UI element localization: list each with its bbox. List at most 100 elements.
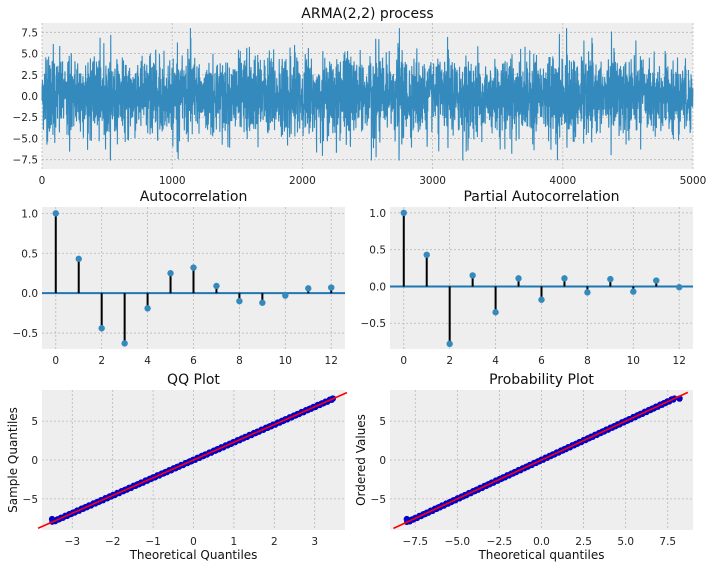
acf-xtick-label: 10 bbox=[279, 355, 292, 367]
prob-ylabel: Ordered Values bbox=[354, 414, 368, 506]
pacf-stem-marker bbox=[630, 288, 637, 295]
pacf-stem-marker bbox=[515, 275, 522, 282]
arma-xtick-label: 1000 bbox=[159, 175, 186, 187]
arma-series-line bbox=[41, 28, 694, 161]
prob-title: Probability Plot bbox=[489, 372, 594, 388]
pacf-xtick-label: 10 bbox=[627, 355, 640, 367]
arma-ytick-label: 0.0 bbox=[21, 91, 38, 103]
acf-xtick-label: 0 bbox=[52, 355, 59, 367]
arma-xtick-label: 2000 bbox=[289, 175, 316, 187]
qq-points-group bbox=[37, 391, 348, 529]
qq-xtick-label: 3 bbox=[311, 536, 318, 548]
qq-xtick-label: 0 bbox=[190, 536, 197, 548]
pacf-tick-labels: 0 2 4 6 8 10 12 −0.5 0.0 0.5 1.0 bbox=[361, 208, 686, 367]
prob-xtick-label: 0.0 bbox=[533, 536, 550, 548]
acf-stem-marker bbox=[236, 297, 243, 305]
pacf-ytick-label: −0.5 bbox=[361, 318, 387, 330]
prob-ytick-label: 0 bbox=[379, 455, 386, 467]
panel-partial-autocorrelation: 0 2 4 6 8 10 12 −0.5 0.0 0.5 1.0 Partial Autocorre… bbox=[361, 189, 693, 367]
pacf-ytick-label: 0.5 bbox=[369, 245, 386, 257]
acf-stem-marker bbox=[167, 270, 174, 277]
acf-ytick-label: 0.5 bbox=[21, 248, 38, 260]
qq-tick-labels: −3 −2 −1 0 1 2 3 −5 0 5 bbox=[23, 416, 319, 548]
acf-stem-marker bbox=[190, 264, 197, 271]
prob-tick-labels: −7.5 −5.0 −2.5 0.0 2.5 5.0 7.5 −5 0 5 bbox=[371, 416, 677, 548]
qq-xtick-label: 1 bbox=[231, 536, 238, 548]
pacf-stem-marker bbox=[423, 251, 430, 259]
pacf-stem-marker bbox=[446, 340, 453, 348]
pacf-stem-marker bbox=[584, 289, 591, 296]
acf-tick-labels: 0 2 4 6 8 10 12 −0.5 0.0 0.5 1.0 bbox=[13, 208, 338, 367]
acf-title: Autocorrelation bbox=[140, 189, 248, 205]
arma-xtick-label: 5000 bbox=[680, 175, 707, 187]
qq-ylabel: Sample Quantiles bbox=[6, 407, 20, 513]
arma-xtick-label: 0 bbox=[39, 175, 46, 187]
qq-xtick-label: −3 bbox=[65, 536, 80, 548]
prob-grid bbox=[390, 390, 693, 530]
qq-title: QQ Plot bbox=[167, 372, 220, 388]
pacf-xtick-label: 2 bbox=[446, 355, 453, 367]
prob-xtick-label: −5.0 bbox=[445, 536, 471, 548]
acf-stem-marker bbox=[328, 284, 335, 291]
qq-ytick-label: −5 bbox=[23, 494, 38, 506]
qq-xtick-label: −1 bbox=[145, 536, 160, 548]
acf-stem-marker bbox=[52, 210, 59, 217]
prob-xtick-label: −2.5 bbox=[487, 536, 513, 548]
acf-xtick-label: 6 bbox=[190, 355, 197, 367]
pacf-xtick-label: 6 bbox=[538, 355, 545, 367]
acf-stem-marker bbox=[98, 325, 105, 332]
prob-xlabel: Theoretical quantiles bbox=[477, 548, 604, 562]
prob-xtick-label: 5.0 bbox=[617, 536, 634, 548]
qq-reference-line bbox=[37, 391, 348, 529]
pacf-xtick-label: 0 bbox=[400, 355, 407, 367]
acf-xtick-label: 12 bbox=[325, 355, 338, 367]
arma-ytick-label: 7.5 bbox=[21, 27, 38, 39]
arma-title: ARMA(2,2) process bbox=[301, 6, 433, 22]
acf-xtick-label: 4 bbox=[144, 355, 151, 367]
arma-ytick-label: −2.5 bbox=[13, 112, 39, 124]
pacf-stems-group bbox=[390, 209, 693, 348]
qq-xlabel: Theoretical Quantiles bbox=[129, 548, 258, 562]
prob-xtick-label: 2.5 bbox=[575, 536, 592, 548]
pacf-xtick-label: 4 bbox=[492, 355, 499, 367]
prob-ytick-label: 5 bbox=[379, 416, 386, 428]
pacf-stem-marker bbox=[400, 209, 407, 217]
acf-stem-marker bbox=[259, 299, 266, 306]
acf-ytick-label: −0.5 bbox=[13, 328, 39, 340]
pacf-xtick-label: 12 bbox=[673, 355, 686, 367]
arma-ytick-label: −5.0 bbox=[13, 133, 39, 145]
pacf-stem-marker bbox=[538, 296, 545, 303]
pacf-xtick-label: 8 bbox=[584, 355, 591, 367]
acf-stem-marker bbox=[121, 340, 128, 347]
pacf-title: Partial Autocorrelation bbox=[463, 189, 619, 205]
acf-stem-marker bbox=[282, 292, 289, 299]
acf-stem-marker bbox=[305, 285, 312, 292]
arma-series-group bbox=[41, 28, 694, 161]
pacf-axes-background bbox=[390, 207, 693, 349]
qq-xtick-label: 2 bbox=[271, 536, 278, 548]
pacf-stem-marker bbox=[676, 283, 683, 291]
acf-stem-marker bbox=[213, 282, 220, 290]
acf-stems-group bbox=[42, 210, 345, 347]
acf-stem-marker bbox=[144, 305, 151, 312]
pacf-stem-marker bbox=[607, 275, 614, 283]
arma-xtick-label: 4000 bbox=[549, 175, 576, 187]
prob-ytick-label: −5 bbox=[371, 494, 386, 506]
panel-autocorrelation: 0 2 4 6 8 10 12 −0.5 0.0 0.5 1.0 Autocorrelation bbox=[13, 189, 345, 367]
prob-points-group bbox=[393, 391, 689, 530]
acf-stem-marker bbox=[75, 255, 82, 263]
arma-ytick-label: −7.5 bbox=[13, 155, 39, 167]
qq-ytick-label: 0 bbox=[31, 455, 38, 467]
pacf-ytick-label: 0.0 bbox=[369, 281, 386, 293]
arma-ytick-label: 5.0 bbox=[21, 49, 38, 61]
arma-ytick-label: 2.5 bbox=[21, 70, 38, 82]
pacf-stem-marker bbox=[492, 309, 499, 316]
arma-xtick-label: 3000 bbox=[419, 175, 446, 187]
panel-probability-plot: −7.5 −5.0 −2.5 0.0 2.5 5.0 7.5 −5 0 5 Probability… bbox=[354, 372, 693, 562]
qq-xtick-label: −2 bbox=[105, 536, 120, 548]
acf-ytick-label: 1.0 bbox=[21, 208, 38, 220]
acf-ytick-label: 0.0 bbox=[21, 288, 38, 300]
pacf-stem-marker bbox=[561, 275, 568, 282]
pacf-stem-marker bbox=[469, 272, 476, 279]
